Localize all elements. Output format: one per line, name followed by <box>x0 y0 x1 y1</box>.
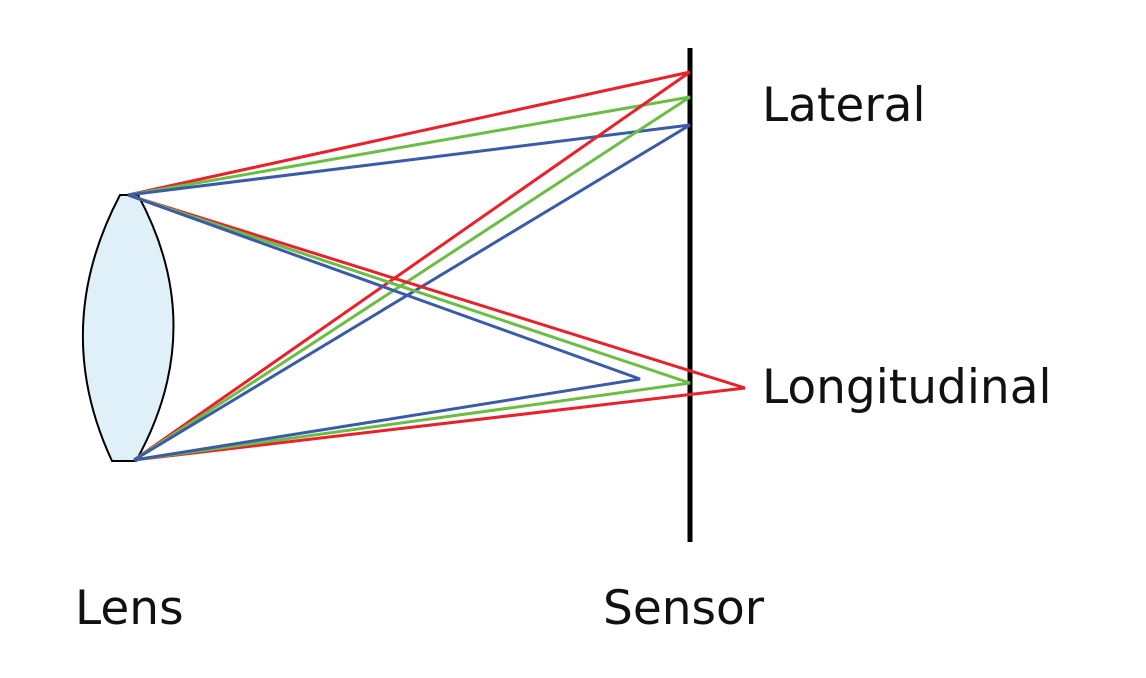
ray-blue-longitudinal <box>127 193 641 462</box>
ray-blue-bottom-lateral <box>133 123 691 462</box>
lateral-label: Lateral <box>762 78 926 133</box>
lens-shape <box>81 194 175 462</box>
ray-blue-top-lateral <box>127 123 691 197</box>
ray-green-bottom-lateral <box>133 95 691 462</box>
ray-green-top-lateral <box>127 95 691 197</box>
ray-red-top-lateral <box>127 70 691 197</box>
sensor-label: Sensor <box>603 581 765 636</box>
lens-label: Lens <box>75 581 184 636</box>
ray-red-bottom-lateral <box>133 70 691 462</box>
lateral-rays-bottom <box>133 70 691 462</box>
ray-green-longitudinal <box>127 193 691 462</box>
ray-red-longitudinal <box>127 193 746 462</box>
longitudinal-label: Longitudinal <box>762 360 1052 415</box>
longitudinal-rays <box>127 193 746 462</box>
